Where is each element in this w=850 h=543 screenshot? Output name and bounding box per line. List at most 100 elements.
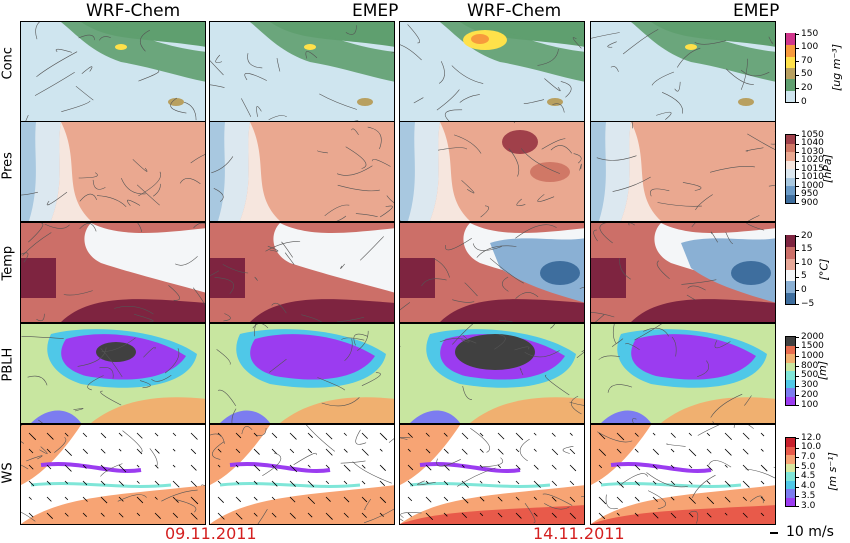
colorbar-tick-label: 100 bbox=[801, 401, 818, 410]
map-canvas bbox=[400, 425, 585, 525]
colorbar-tick-mark bbox=[796, 337, 799, 338]
colorbar-tick-mark bbox=[796, 487, 799, 488]
row-label-pblh: PBLH bbox=[1, 362, 16, 382]
colorbar-tick-mark bbox=[796, 263, 799, 264]
colorbar-tick-label: 7.0 bbox=[801, 453, 815, 462]
country-border bbox=[394, 411, 395, 420]
colorbar-unit-label: [m s⁻¹] bbox=[826, 452, 839, 491]
colorbar-tick-label: 0 bbox=[801, 98, 807, 107]
colorbar-tick-mark bbox=[796, 135, 799, 136]
pblh-deep bbox=[455, 334, 535, 370]
colorbar-tick-label: 4.0 bbox=[801, 482, 815, 491]
map-panel-pblh-4 bbox=[590, 323, 776, 424]
column-title-4: EMEP bbox=[733, 1, 779, 21]
map-canvas bbox=[591, 22, 776, 122]
map-panel-ws-4 bbox=[590, 424, 776, 525]
colorbar-segment bbox=[786, 235, 795, 247]
colorbar-segment bbox=[786, 281, 795, 293]
colorbar-tick-mark bbox=[796, 347, 799, 348]
map-canvas bbox=[400, 122, 585, 222]
colorbar-tick-label: 15 bbox=[801, 245, 812, 254]
colorbar-tick-label: 10 bbox=[801, 259, 812, 268]
row-label-ws: WS bbox=[1, 464, 16, 484]
colorbar-unit-label: [°C] bbox=[817, 259, 830, 281]
colorbar-segment bbox=[786, 258, 795, 270]
colorbar-tick-mark bbox=[796, 477, 799, 478]
colorbar-tick-label: 5 bbox=[801, 272, 807, 281]
wind-scale-label: 10 m/s bbox=[786, 524, 834, 540]
colorbar-tick-label: 150 bbox=[801, 30, 818, 39]
colorbar-tick-label: 2000 bbox=[801, 333, 824, 342]
colorbar-tick-label: 10.0 bbox=[801, 443, 821, 452]
temp-warm bbox=[400, 258, 435, 298]
colorbar-segment bbox=[786, 371, 795, 380]
colorbar-segment bbox=[786, 45, 795, 57]
column-title-3: WRF-Chem bbox=[467, 1, 561, 21]
column-title-2: EMEP bbox=[352, 1, 398, 21]
colorbar-tick-mark bbox=[796, 366, 799, 367]
map-canvas bbox=[21, 425, 206, 525]
colorbar-segment bbox=[786, 337, 795, 346]
map-canvas bbox=[400, 324, 585, 424]
map-canvas bbox=[210, 324, 395, 424]
colorbar-segment bbox=[786, 135, 795, 144]
colorbar-segment bbox=[786, 160, 795, 169]
map-panel-conc-4 bbox=[590, 21, 776, 122]
map-panel-pblh-3 bbox=[399, 323, 585, 424]
colorbar-segment bbox=[786, 177, 795, 186]
date-right: 14.11.2011 bbox=[533, 524, 625, 543]
colorbar-segment bbox=[786, 90, 795, 102]
temp-cold bbox=[731, 261, 771, 285]
map-canvas bbox=[21, 324, 206, 424]
colorbar-unit-label: [hPa] bbox=[821, 154, 834, 183]
colorbar-segment bbox=[786, 388, 795, 397]
colorbar-tick-label: 20 bbox=[801, 84, 812, 93]
conc-hotspot bbox=[738, 98, 754, 106]
colorbar-tick-mark bbox=[796, 386, 799, 387]
map-panel-pres-3 bbox=[399, 121, 585, 222]
colorbar-segment bbox=[786, 33, 795, 45]
map-canvas bbox=[591, 223, 776, 323]
colorbar-segment bbox=[786, 472, 795, 481]
map-canvas bbox=[210, 122, 395, 222]
colorbar-tick-label: 100 bbox=[801, 43, 818, 52]
colorbar-tick-mark bbox=[796, 250, 799, 251]
map-panel-pres-1 bbox=[20, 121, 206, 222]
colorbar-segment bbox=[786, 143, 795, 152]
colorbar-tick-mark bbox=[796, 236, 799, 237]
colorbar-segment bbox=[786, 463, 795, 472]
colorbar-tick-label: 1050 bbox=[801, 131, 824, 140]
colorbar-segment bbox=[786, 396, 795, 405]
map-panel-pres-2 bbox=[209, 121, 395, 222]
colorbar-segment bbox=[786, 152, 795, 161]
colorbar-tick-label: 1500 bbox=[801, 342, 824, 351]
map-canvas bbox=[210, 425, 395, 525]
colorbar-tick-label: 3.5 bbox=[801, 492, 815, 501]
colorbar-segment bbox=[786, 56, 795, 68]
colorbar-tick-mark bbox=[796, 496, 799, 497]
colorbar-tick-mark bbox=[796, 152, 799, 153]
colorbar-segment bbox=[786, 269, 795, 281]
map-canvas bbox=[21, 223, 206, 323]
map-panel-ws-3 bbox=[399, 424, 585, 525]
colorbar-segment bbox=[786, 480, 795, 489]
colorbar-pres bbox=[785, 134, 796, 204]
colorbar-tick-mark bbox=[796, 34, 799, 35]
colorbar-tick-mark bbox=[796, 61, 799, 62]
colorbar-tick-mark bbox=[796, 144, 799, 145]
colorbar-segment bbox=[786, 379, 795, 388]
row-label-temp: Temp bbox=[1, 261, 16, 281]
map-panel-temp-1 bbox=[20, 222, 206, 323]
colorbar-tick-label: 900 bbox=[801, 199, 818, 208]
map-canvas bbox=[210, 223, 395, 323]
colorbar-tick-label: 1000 bbox=[801, 352, 824, 361]
map-panel-temp-2 bbox=[209, 222, 395, 323]
colorbar-tick-label: −5 bbox=[801, 300, 814, 309]
colorbar-segment bbox=[786, 354, 795, 363]
colorbar-tick-mark bbox=[796, 195, 799, 196]
wind-scale-arrow-icon bbox=[770, 532, 778, 534]
temp-warm bbox=[21, 258, 56, 298]
map-canvas bbox=[591, 324, 776, 424]
colorbar-segment bbox=[786, 497, 795, 506]
conc-hotspot bbox=[115, 44, 127, 50]
